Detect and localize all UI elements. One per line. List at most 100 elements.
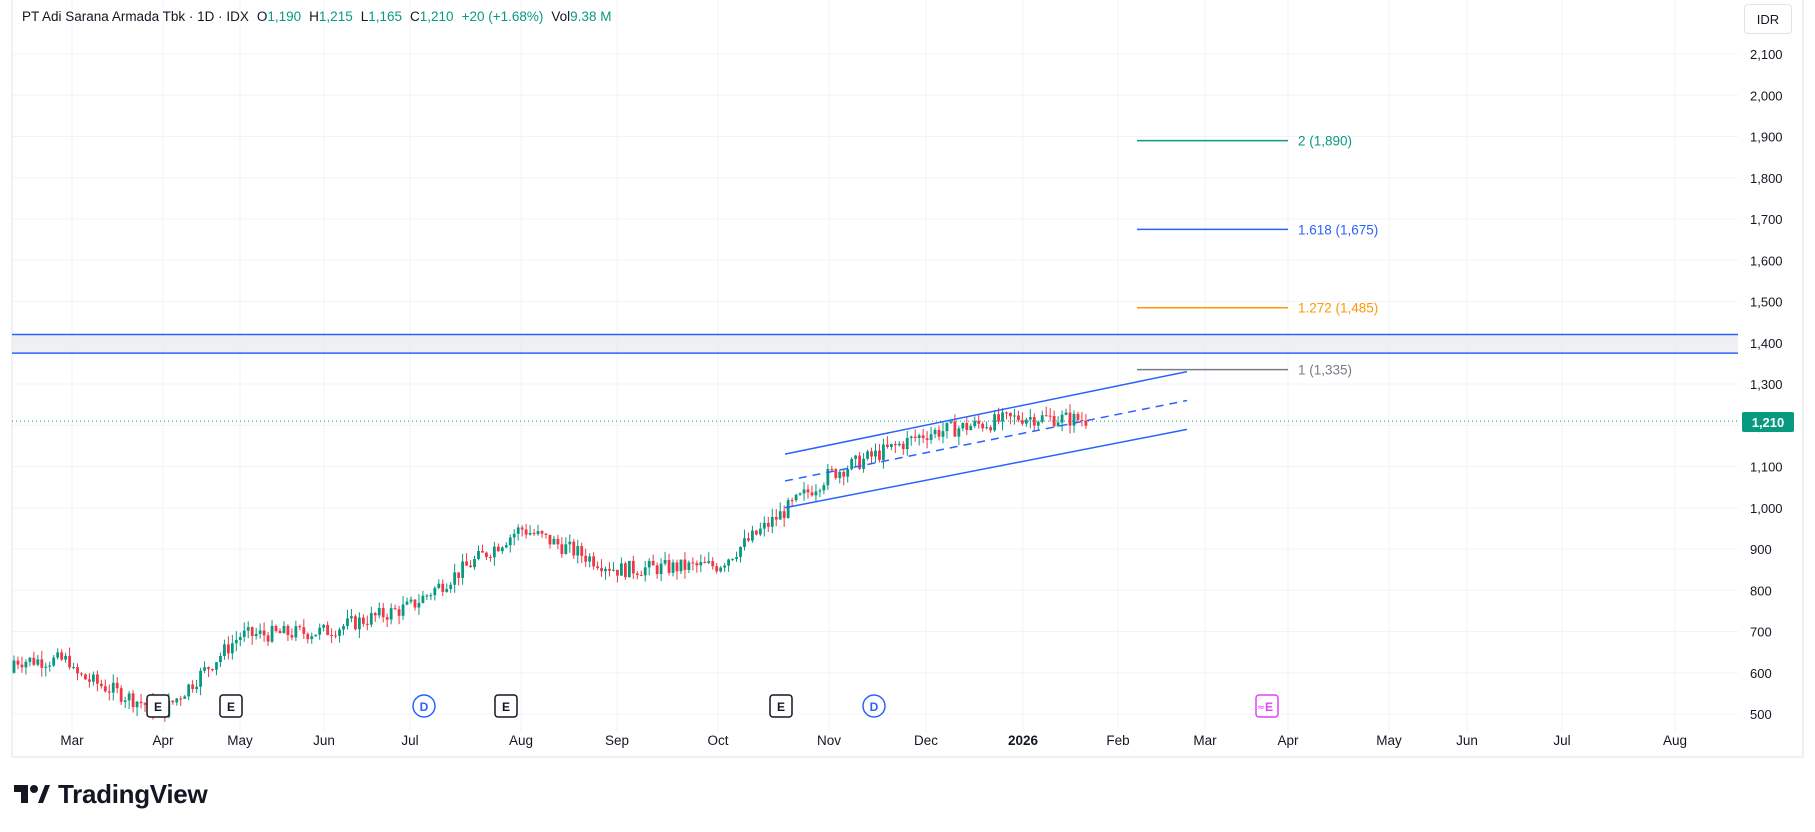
candle-body <box>433 588 437 596</box>
candle-body <box>1005 412 1008 414</box>
candle-body <box>1013 415 1016 417</box>
candle-body <box>965 423 969 431</box>
candle-body <box>715 566 719 572</box>
candle-body <box>477 550 480 560</box>
candle-body <box>564 544 568 554</box>
price-tick-label: 1,400 <box>1750 336 1783 351</box>
candle-body <box>1052 416 1056 427</box>
time-tick-label: Aug <box>1663 733 1687 748</box>
candle-body <box>425 595 429 597</box>
candle-body <box>234 639 238 644</box>
candle-body <box>338 629 341 636</box>
currency-button[interactable]: IDR <box>1744 4 1792 34</box>
candle-body <box>703 562 707 564</box>
fib-level-label: 2 (1,890) <box>1298 134 1352 149</box>
candle-body <box>576 546 580 556</box>
candle-body <box>826 469 830 486</box>
price-tick-label: 1,100 <box>1750 460 1783 475</box>
candle-body <box>969 426 973 431</box>
candle-body <box>342 626 345 630</box>
candle-body <box>354 616 357 630</box>
candle-body <box>389 608 393 620</box>
dividend-marker-label: D <box>870 700 879 714</box>
tradingview-logo[interactable]: TradingView <box>14 779 208 809</box>
candle-body <box>80 673 83 675</box>
candle-body <box>199 670 202 687</box>
candle-body <box>647 560 651 568</box>
candle-body <box>758 528 762 535</box>
candle-body <box>361 617 365 624</box>
candle-body <box>405 601 409 605</box>
candle-body <box>1044 415 1048 417</box>
candle-body <box>961 423 965 429</box>
candle-body <box>254 633 258 637</box>
candle-body <box>381 607 385 618</box>
candle-body <box>993 414 996 431</box>
candle-body <box>743 538 746 547</box>
candle-body <box>723 565 727 568</box>
candle-body <box>671 562 675 573</box>
candle-body <box>40 659 44 668</box>
candle-body <box>917 435 921 439</box>
candle-body <box>596 566 599 569</box>
candle-body <box>492 546 496 558</box>
candle-body <box>937 429 941 437</box>
time-axis[interactable]: Mar Apr May Jun Jul Aug Sep Oct Nov Dec 2026 Feb Mar… <box>60 733 1687 748</box>
candle-body <box>635 573 639 576</box>
candle-body <box>24 661 28 668</box>
candle-body <box>191 684 195 690</box>
candle-body <box>981 423 985 429</box>
event-markers[interactable]: E E D E E D E≈ <box>146 694 1279 718</box>
candle-body <box>508 537 512 546</box>
candle-body <box>802 489 806 494</box>
candle-body <box>230 643 234 654</box>
high-value: 1,215 <box>318 9 353 24</box>
candle-body <box>667 559 671 573</box>
candle-body <box>584 555 588 562</box>
candle-body <box>524 529 528 535</box>
fib-level-label: 1.618 (1,675) <box>1298 222 1378 237</box>
candle-body <box>929 434 933 440</box>
candle-body <box>889 444 893 447</box>
candle-body <box>12 660 16 673</box>
candle-body <box>568 541 572 545</box>
candle-body <box>604 568 607 572</box>
candle-body <box>774 516 778 520</box>
candle-body <box>735 557 738 559</box>
channel-median <box>784 399 1188 482</box>
candle-body <box>306 633 310 640</box>
price-axis[interactable]: 2,100 2,000 1,900 1,800 1,700 1,600 1,500 1,400… <box>1750 47 1783 722</box>
candle-body <box>365 623 369 625</box>
candle-body <box>572 541 576 556</box>
candle-body <box>683 559 687 570</box>
wave-icon: ≈ <box>1257 703 1265 713</box>
symbol-name[interactable]: PT Adi Sarana Armada Tbk · 1D · IDX <box>22 9 249 24</box>
time-tick-label: Apr <box>1277 733 1299 748</box>
candle-body <box>1048 415 1052 417</box>
open-value: 1,190 <box>267 9 302 24</box>
price-tick-label: 1,600 <box>1750 253 1783 268</box>
candle-body <box>223 644 226 657</box>
candle-body <box>731 558 734 560</box>
candle-body <box>207 667 210 670</box>
candle-body <box>278 630 282 634</box>
candle-body <box>246 627 250 631</box>
candle-body <box>326 624 330 636</box>
candle-body <box>580 546 584 556</box>
candle-body <box>242 630 246 638</box>
candle-body <box>282 625 286 634</box>
candle-body <box>226 644 230 654</box>
candle-body <box>1036 421 1040 426</box>
candle-body <box>1032 417 1036 426</box>
candle-body <box>913 436 917 439</box>
candle-body <box>925 438 929 440</box>
channel-drawing[interactable] <box>784 370 1188 509</box>
fibonacci-extension[interactable]: 2 (1,890) 1.618 (1,675) 1.272 (1,485) 1 (1,… <box>1137 134 1378 378</box>
candle-body <box>346 618 349 627</box>
candle-body <box>171 700 175 703</box>
candle-body <box>949 421 953 423</box>
candle-body <box>977 420 981 424</box>
candle-body <box>997 414 1000 422</box>
candle-body <box>588 556 592 562</box>
